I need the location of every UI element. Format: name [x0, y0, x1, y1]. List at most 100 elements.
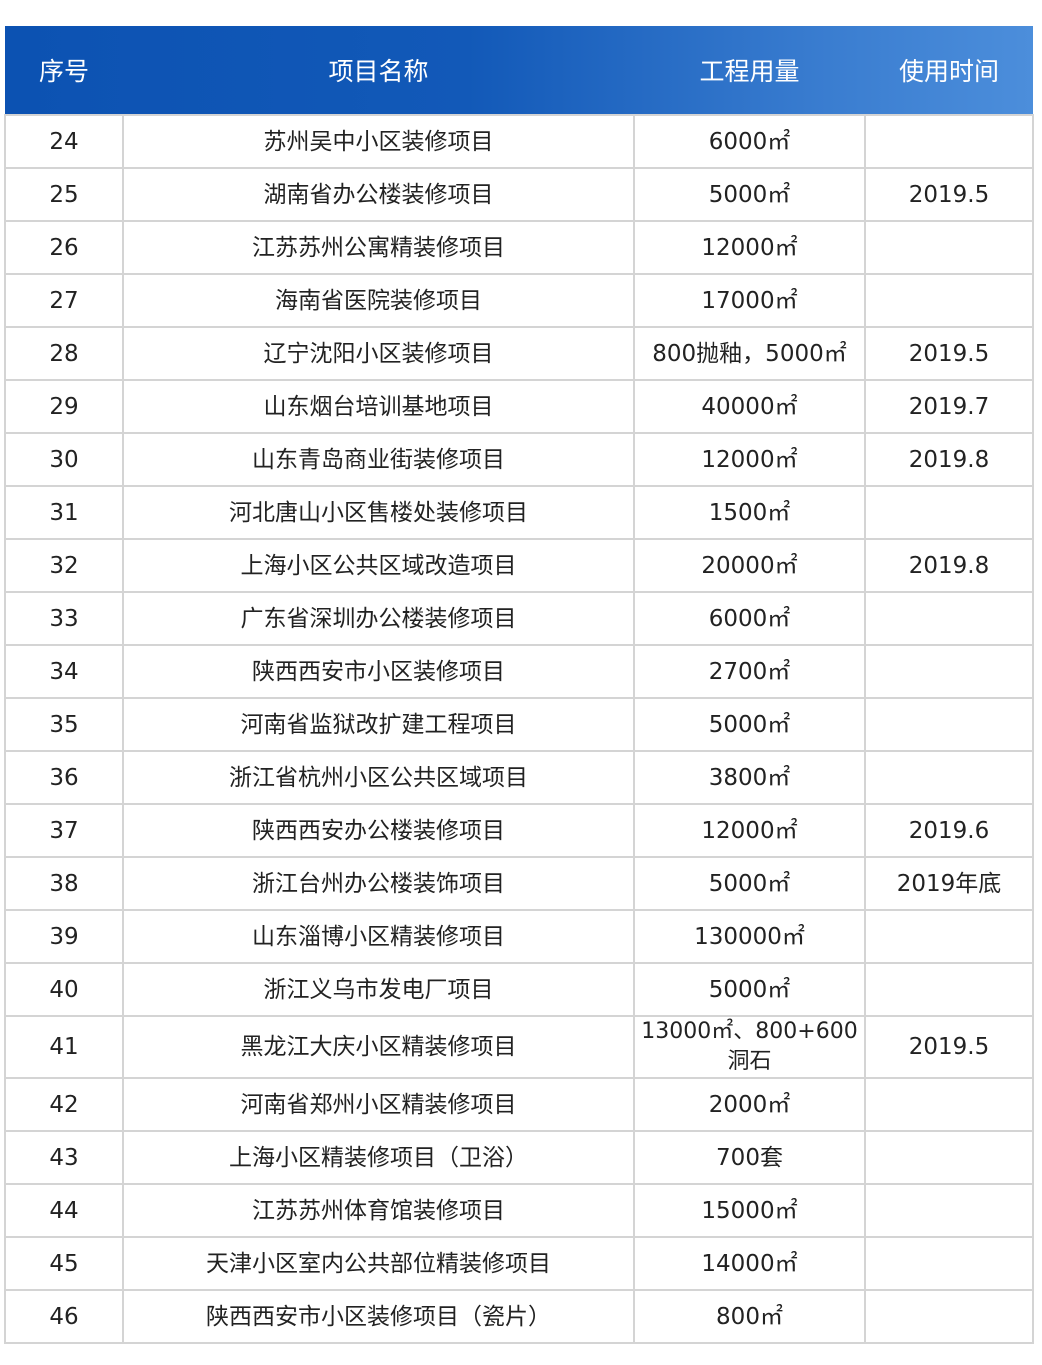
cell-name: 陕西西安办公楼装修项目 [122, 803, 635, 858]
header-time: 使用时间 [898, 57, 999, 86]
cell-name: 山东淄博小区精装修项目 [122, 909, 635, 964]
cell-name: 河南省监狱改扩建工程项目 [122, 697, 635, 752]
cell-time: 2019.5 [864, 1015, 1034, 1079]
cell-time: 2019.8 [864, 432, 1034, 487]
cell-no: 41 [4, 1015, 124, 1079]
cell-time [864, 591, 1034, 646]
table-row: 26 江苏苏州公寓精装修项目 12000㎡ [4, 220, 1034, 275]
cell-qty: 700套 [633, 1130, 866, 1185]
cell-time [864, 1289, 1034, 1344]
cell-no: 30 [4, 432, 124, 487]
cell-no: 36 [4, 750, 124, 805]
header-row: 序号 项目名称 工程用量 使用时间 [5, 26, 1033, 115]
cell-no: 33 [4, 591, 124, 646]
cell-name: 黑龙江大庆小区精装修项目 [122, 1015, 635, 1079]
cell-no: 42 [4, 1077, 124, 1132]
cell-time: 2019.6 [864, 803, 1034, 858]
table-row: 29 山东烟台培训基地项目 40000㎡ 2019.7 [4, 379, 1034, 434]
cell-qty: 2700㎡ [633, 644, 866, 699]
cell-no: 38 [4, 856, 124, 911]
table-row: 30 山东青岛商业街装修项目 12000㎡ 2019.8 [4, 432, 1034, 487]
cell-qty: 15000㎡ [633, 1183, 866, 1238]
cell-qty: 800㎡ [633, 1289, 866, 1344]
cell-name: 广东省深圳办公楼装修项目 [122, 591, 635, 646]
cell-no: 26 [4, 220, 124, 275]
cell-qty: 17000㎡ [633, 273, 866, 328]
cell-time [864, 909, 1034, 964]
table-row: 33 广东省深圳办公楼装修项目 6000㎡ [4, 591, 1034, 646]
cell-time [864, 114, 1034, 169]
table-row: 31 河北唐山小区售楼处装修项目 1500㎡ [4, 485, 1034, 540]
cell-qty: 12000㎡ [633, 803, 866, 858]
table-row: 37 陕西西安办公楼装修项目 12000㎡ 2019.6 [4, 803, 1034, 858]
cell-name: 上海小区精装修项目（卫浴） [122, 1130, 635, 1185]
cell-name: 山东青岛商业街装修项目 [122, 432, 635, 487]
table-row: 46 陕西西安市小区装修项目（瓷片） 800㎡ [4, 1289, 1034, 1344]
cell-no: 32 [4, 538, 124, 593]
cell-no: 40 [4, 962, 124, 1017]
cell-name: 河北唐山小区售楼处装修项目 [122, 485, 635, 540]
cell-no: 27 [4, 273, 124, 328]
cell-time [864, 697, 1034, 752]
cell-name: 上海小区公共区域改造项目 [122, 538, 635, 593]
cell-qty: 2000㎡ [633, 1077, 866, 1132]
cell-qty: 13000㎡、800+600洞石 [633, 1015, 866, 1079]
cell-time: 2019.8 [864, 538, 1034, 593]
header-name: 项目名称 [328, 57, 429, 86]
table-row: 41 黑龙江大庆小区精装修项目 13000㎡、800+600洞石 2019.5 [4, 1015, 1034, 1079]
table-row: 42 河南省郑州小区精装修项目 2000㎡ [4, 1077, 1034, 1132]
header-qty: 工程用量 [699, 57, 800, 86]
cell-no: 37 [4, 803, 124, 858]
cell-time [864, 644, 1034, 699]
cell-name: 江苏苏州体育馆装修项目 [122, 1183, 635, 1238]
table-row: 38 浙江台州办公楼装饰项目 5000㎡ 2019年底 [4, 856, 1034, 911]
cell-name: 浙江省杭州小区公共区域项目 [122, 750, 635, 805]
cell-time [864, 1130, 1034, 1185]
table-row: 25 湖南省办公楼装修项目 5000㎡ 2019.5 [4, 167, 1034, 222]
cell-qty: 12000㎡ [633, 432, 866, 487]
cell-time [864, 273, 1034, 328]
cell-name: 浙江台州办公楼装饰项目 [122, 856, 635, 911]
table-row: 27 海南省医院装修项目 17000㎡ [4, 273, 1034, 328]
cell-no: 43 [4, 1130, 124, 1185]
project-table: 序号 项目名称 工程用量 使用时间 24 苏州吴中小区装修项目 6000㎡ 25 湖南省… [4, 26, 1034, 1344]
cell-name: 浙江义乌市发电厂项目 [122, 962, 635, 1017]
cell-name: 山东烟台培训基地项目 [122, 379, 635, 434]
cell-no: 34 [4, 644, 124, 699]
header-no: 序号 [38, 57, 89, 86]
cell-time [864, 962, 1034, 1017]
table-row: 24 苏州吴中小区装修项目 6000㎡ [4, 114, 1034, 169]
cell-no: 24 [4, 114, 124, 169]
cell-no: 25 [4, 167, 124, 222]
cell-time [864, 485, 1034, 540]
table-row: 35 河南省监狱改扩建工程项目 5000㎡ [4, 697, 1034, 752]
cell-no: 29 [4, 379, 124, 434]
table-row: 28 辽宁沈阳小区装修项目 800抛釉，5000㎡ 2019.5 [4, 326, 1034, 381]
cell-no: 35 [4, 697, 124, 752]
table-row: 40 浙江义乌市发电厂项目 5000㎡ [4, 962, 1034, 1017]
cell-name: 海南省医院装修项目 [122, 273, 635, 328]
cell-time [864, 1236, 1034, 1291]
cell-time: 2019.7 [864, 379, 1034, 434]
cell-qty: 5000㎡ [633, 167, 866, 222]
cell-qty: 5000㎡ [633, 856, 866, 911]
cell-qty: 6000㎡ [633, 591, 866, 646]
cell-name: 江苏苏州公寓精装修项目 [122, 220, 635, 275]
cell-time [864, 220, 1034, 275]
cell-time: 2019.5 [864, 167, 1034, 222]
cell-qty: 800抛釉，5000㎡ [633, 326, 866, 381]
cell-qty: 5000㎡ [633, 697, 866, 752]
cell-no: 45 [4, 1236, 124, 1291]
cell-name: 陕西西安市小区装修项目（瓷片） [122, 1289, 635, 1344]
table-row: 32 上海小区公共区域改造项目 20000㎡ 2019.8 [4, 538, 1034, 593]
cell-no: 44 [4, 1183, 124, 1238]
cell-qty: 5000㎡ [633, 962, 866, 1017]
cell-qty: 3800㎡ [633, 750, 866, 805]
cell-qty: 1500㎡ [633, 485, 866, 540]
cell-time: 2019年底 [864, 856, 1034, 911]
table-row: 39 山东淄博小区精装修项目 130000㎡ [4, 909, 1034, 964]
cell-no: 46 [4, 1289, 124, 1344]
cell-time [864, 750, 1034, 805]
table-row: 36 浙江省杭州小区公共区域项目 3800㎡ [4, 750, 1034, 805]
cell-name: 苏州吴中小区装修项目 [122, 114, 635, 169]
